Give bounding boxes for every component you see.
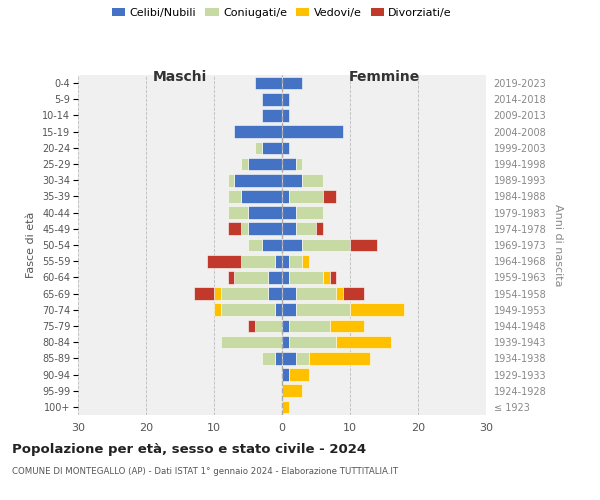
Bar xyxy=(262,352,275,364)
Bar xyxy=(282,190,289,202)
Bar xyxy=(241,255,275,268)
Bar xyxy=(221,336,282,348)
Bar xyxy=(194,288,214,300)
Bar xyxy=(227,222,241,235)
Bar xyxy=(282,400,289,413)
Bar xyxy=(275,304,282,316)
Bar xyxy=(235,271,268,283)
Bar xyxy=(282,271,289,283)
Bar xyxy=(282,158,296,170)
Y-axis label: Anni di nascita: Anni di nascita xyxy=(553,204,563,286)
Bar xyxy=(329,271,337,283)
Bar xyxy=(302,174,323,186)
Bar xyxy=(316,222,323,235)
Bar xyxy=(302,255,309,268)
Bar xyxy=(282,93,289,106)
Bar xyxy=(329,320,364,332)
Bar xyxy=(262,93,282,106)
Bar xyxy=(248,222,282,235)
Bar xyxy=(275,352,282,364)
Bar xyxy=(282,126,343,138)
Bar xyxy=(235,174,282,186)
Bar xyxy=(323,271,329,283)
Bar xyxy=(227,174,235,186)
Bar xyxy=(268,271,282,283)
Bar xyxy=(282,174,302,186)
Bar xyxy=(235,126,282,138)
Text: Popolazione per età, sesso e stato civile - 2024: Popolazione per età, sesso e stato civil… xyxy=(12,442,366,456)
Text: COMUNE DI MONTEGALLO (AP) - Dati ISTAT 1° gennaio 2024 - Elaborazione TUTTITALIA: COMUNE DI MONTEGALLO (AP) - Dati ISTAT 1… xyxy=(12,468,398,476)
Bar xyxy=(296,288,337,300)
Bar xyxy=(282,109,289,122)
Bar xyxy=(248,238,262,252)
Bar xyxy=(248,206,282,219)
Bar xyxy=(337,288,343,300)
Bar xyxy=(255,77,282,90)
Bar xyxy=(309,352,370,364)
Bar xyxy=(289,320,329,332)
Bar xyxy=(343,288,364,300)
Bar xyxy=(296,304,350,316)
Bar xyxy=(262,238,282,252)
Bar xyxy=(323,190,337,202)
Bar xyxy=(248,158,282,170)
Bar xyxy=(296,222,316,235)
Bar xyxy=(214,288,221,300)
Bar xyxy=(268,288,282,300)
Bar xyxy=(289,368,309,381)
Bar xyxy=(221,288,268,300)
Bar xyxy=(296,206,323,219)
Bar xyxy=(282,77,302,90)
Bar xyxy=(282,304,296,316)
Bar xyxy=(275,255,282,268)
Bar xyxy=(296,158,302,170)
Bar xyxy=(282,238,302,252)
Bar xyxy=(350,238,377,252)
Bar xyxy=(282,222,296,235)
Bar xyxy=(289,190,323,202)
Bar xyxy=(282,384,302,397)
Bar xyxy=(241,222,248,235)
Text: Maschi: Maschi xyxy=(153,70,207,84)
Legend: Celibi/Nubili, Coniugati/e, Vedovi/e, Divorziati/e: Celibi/Nubili, Coniugati/e, Vedovi/e, Di… xyxy=(112,8,452,18)
Text: Femmine: Femmine xyxy=(349,70,419,84)
Bar xyxy=(289,255,302,268)
Bar xyxy=(282,142,289,154)
Bar xyxy=(214,304,221,316)
Bar xyxy=(282,336,289,348)
Bar xyxy=(282,352,296,364)
Bar xyxy=(289,271,323,283)
Bar xyxy=(207,255,241,268)
Bar xyxy=(221,304,275,316)
Bar xyxy=(248,320,255,332)
Bar xyxy=(262,142,282,154)
Bar xyxy=(282,206,296,219)
Bar xyxy=(282,368,289,381)
Bar xyxy=(227,206,248,219)
Bar xyxy=(337,336,391,348)
Bar xyxy=(262,109,282,122)
Bar xyxy=(241,190,282,202)
Bar xyxy=(289,336,337,348)
Bar xyxy=(255,320,282,332)
Bar xyxy=(282,320,289,332)
Bar xyxy=(227,190,241,202)
Bar xyxy=(282,255,289,268)
Bar xyxy=(241,158,248,170)
Bar xyxy=(350,304,404,316)
Y-axis label: Fasce di età: Fasce di età xyxy=(26,212,37,278)
Bar xyxy=(302,238,350,252)
Bar xyxy=(227,271,235,283)
Bar xyxy=(255,142,262,154)
Bar xyxy=(282,288,296,300)
Bar xyxy=(296,352,309,364)
